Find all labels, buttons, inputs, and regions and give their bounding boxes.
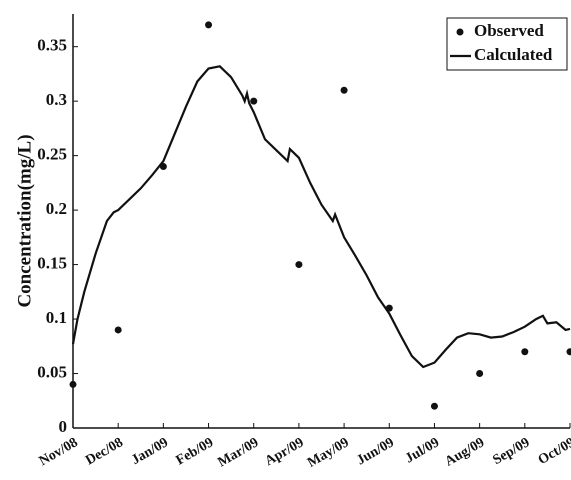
observed-point — [521, 348, 529, 356]
x-tick-label: Jul/09 — [403, 435, 442, 466]
y-tick-label: 0.05 — [37, 362, 67, 381]
y-tick-label: 0.2 — [46, 199, 67, 218]
legend-box — [446, 17, 568, 71]
y-tick-label: 0.15 — [37, 253, 67, 272]
x-tick-label: Sep/09 — [491, 435, 533, 468]
x-tick-label: Nov/08 — [37, 435, 81, 469]
observed-point — [114, 326, 122, 334]
y-tick-label: 0.3 — [46, 90, 67, 109]
x-tick-label: May/09 — [305, 435, 352, 471]
observed-point — [250, 97, 258, 105]
x-tick-label: Aug/09 — [443, 435, 488, 469]
observed-point — [340, 86, 348, 94]
legend-marker — [456, 28, 464, 36]
x-tick-label: Apr/09 — [263, 435, 307, 469]
y-tick-label: 0 — [59, 417, 68, 436]
x-tick-label: Jan/09 — [129, 435, 171, 468]
y-tick-label: 0.35 — [37, 36, 67, 55]
legend-label: Calculated — [474, 45, 553, 64]
legend-label: Observed — [474, 21, 544, 40]
x-tick-label: Mar/09 — [215, 435, 261, 470]
y-axis-label: Concentration(mg/L) — [14, 134, 35, 307]
y-tick-label: 0.1 — [46, 308, 67, 327]
x-tick-label: Oct/09 — [536, 435, 571, 468]
observed-point — [566, 348, 571, 356]
x-tick-label: Jun/09 — [354, 435, 397, 468]
observed-point — [205, 21, 213, 29]
observed-point — [295, 261, 303, 269]
x-tick-label: Dec/08 — [83, 435, 126, 468]
x-tick-label: Feb/09 — [174, 435, 217, 468]
observed-point — [430, 402, 438, 410]
calculated-line — [71, 65, 571, 369]
observed-point — [69, 380, 77, 388]
y-tick-label: 0.25 — [37, 145, 67, 164]
observed-point — [476, 370, 484, 378]
